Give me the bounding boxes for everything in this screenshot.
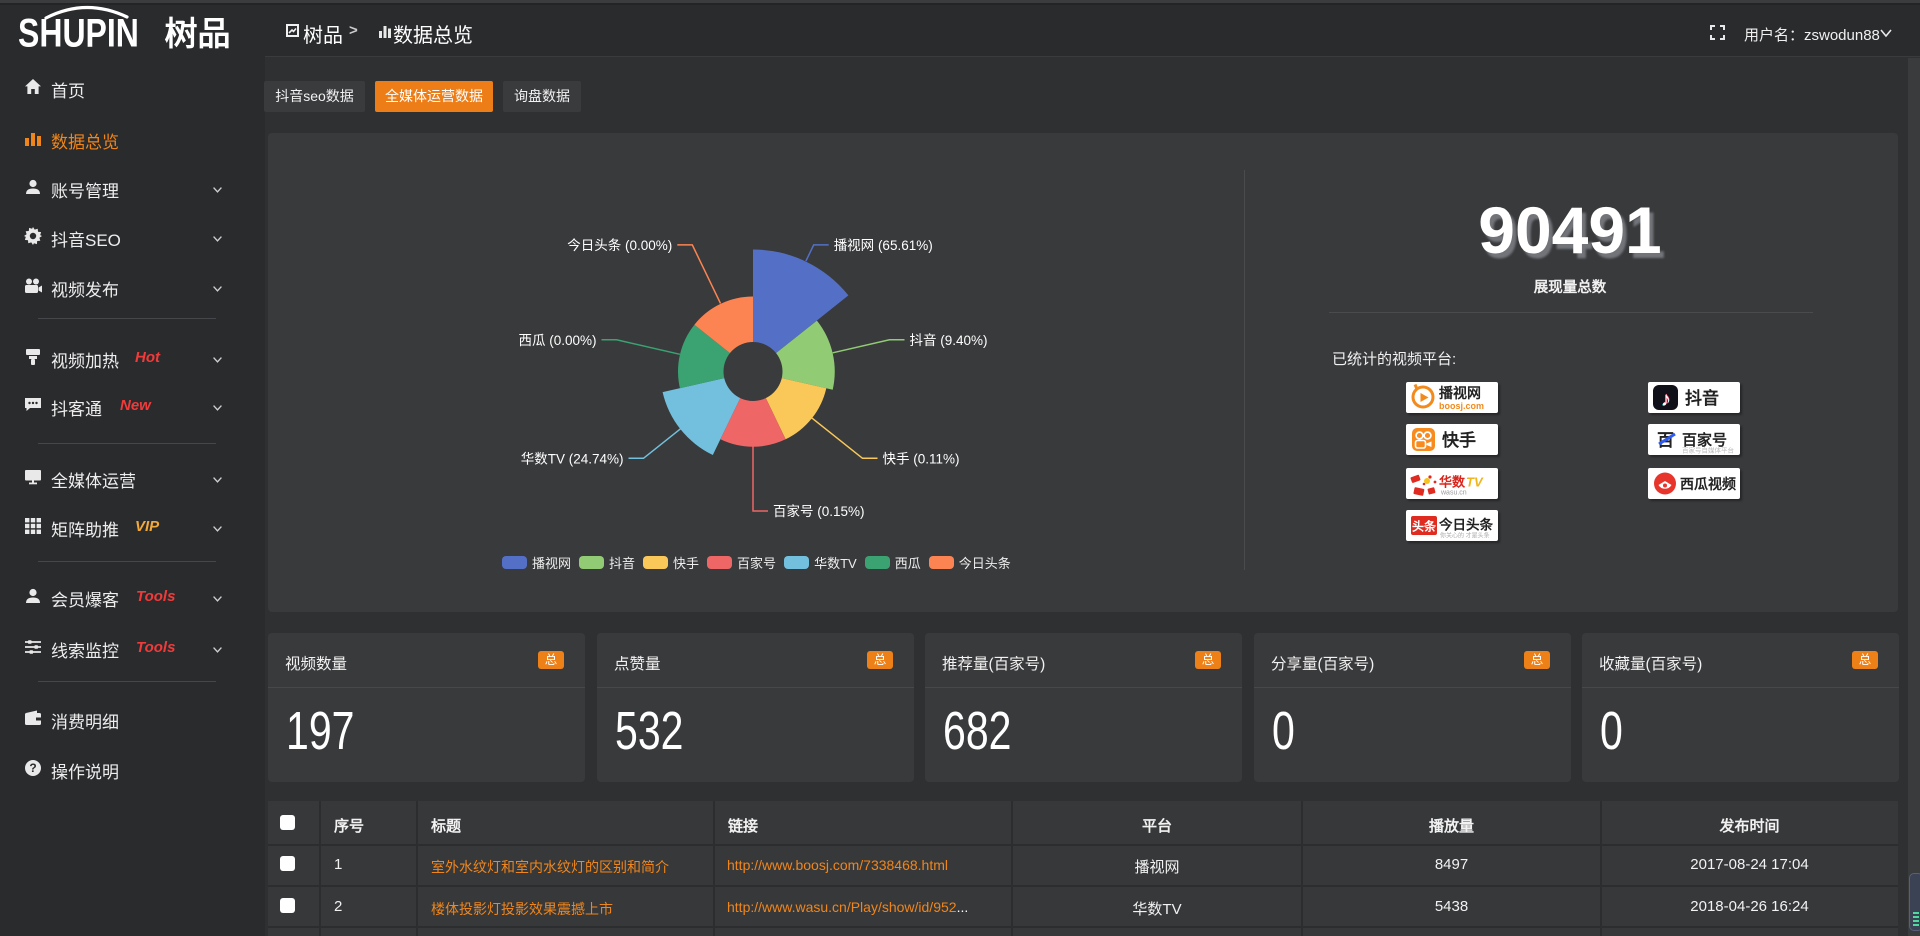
svg-text:♪: ♪ [1661, 389, 1671, 411]
svg-text:播视网 (65.61%): 播视网 (65.61%) [834, 238, 933, 253]
svg-text:华数TV (24.74%): 华数TV (24.74%) [521, 451, 624, 466]
svg-text:今日头条: 今日头条 [1439, 517, 1493, 533]
svg-text:♪: ♪ [1661, 389, 1671, 411]
svg-text:SHUPIN: SHUPIN [18, 10, 139, 52]
svg-text:西瓜 (0.00%): 西瓜 (0.00%) [518, 333, 596, 348]
svg-text:播视网: 播视网 [1439, 385, 1481, 401]
svg-text:boosj.com: boosj.com [1439, 401, 1484, 411]
svg-text:西瓜视频: 西瓜视频 [1680, 476, 1736, 492]
svg-text:华数: 华数 [1439, 475, 1466, 490]
svg-text:头条: 头条 [1412, 519, 1437, 534]
svg-text:TV: TV [1466, 475, 1484, 490]
svg-text:wasu.cn: wasu.cn [1440, 490, 1467, 497]
svg-text:抖音: 抖音 [1685, 388, 1719, 408]
svg-text:快手: 快手 [1442, 430, 1476, 450]
svg-text:百家号自媒体平台: 百家号自媒体平台 [1682, 446, 1734, 455]
svg-text:百家号 (0.15%): 百家号 (0.15%) [773, 503, 865, 519]
svg-text:你关心的 才是头条: 你关心的 才是头条 [1440, 532, 1490, 540]
svg-text:树品: 树品 [165, 15, 231, 52]
svg-text:今日头条 (0.00%): 今日头条 (0.00%) [567, 237, 672, 253]
svg-text:快手 (0.11%): 快手 (0.11%) [883, 451, 960, 466]
svg-text:?: ? [29, 761, 36, 775]
svg-text:抖音 (9.40%): 抖音 (9.40%) [910, 332, 988, 348]
svg-text:♪: ♪ [1662, 388, 1672, 410]
svg-text:百家号: 百家号 [1682, 431, 1727, 449]
